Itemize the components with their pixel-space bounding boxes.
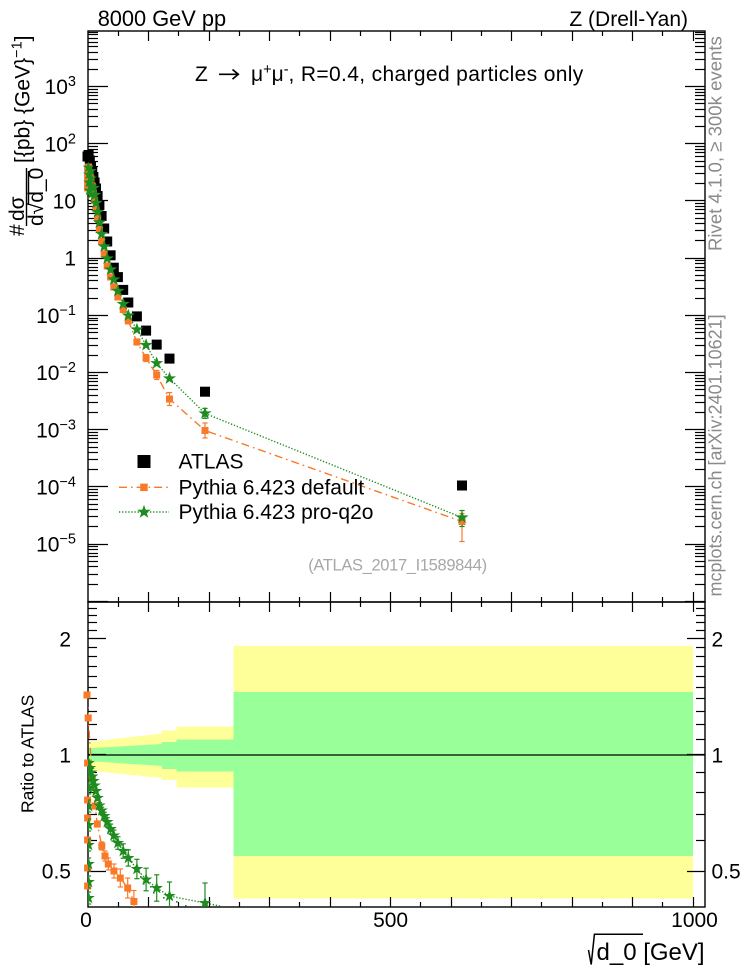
svg-text:d√d_0: d√d_0	[25, 168, 48, 226]
svg-text:2: 2	[59, 628, 71, 651]
svg-text:Pythia 6.423 pro-q2o: Pythia 6.423 pro-q2o	[179, 501, 374, 524]
svg-text:mcplots.cern.ch [arXiv:2401.10: mcplots.cern.ch [arXiv:2401.10621]	[706, 314, 726, 596]
svg-text:μ+μ-, R=0.4, charged particles: μ+μ-, R=0.4, charged particles only	[251, 62, 584, 86]
svg-text:1000: 1000	[671, 909, 718, 932]
svg-text:Ratio to ATLAS: Ratio to ATLAS	[18, 695, 38, 813]
svg-text:0.5: 0.5	[42, 861, 71, 884]
svg-text:10−4: 10−4	[36, 475, 76, 500]
svg-text:Z: Z	[195, 63, 208, 86]
svg-text:2: 2	[712, 628, 724, 651]
svg-text:[{pb} {GeV}−1]: [{pb} {GeV}−1]	[10, 36, 35, 164]
svg-text:Rivet 4.1.0, ≥ 300k events: Rivet 4.1.0, ≥ 300k events	[705, 36, 726, 251]
svg-text:(ATLAS_2017_I1589844): (ATLAS_2017_I1589844)	[308, 557, 487, 575]
svg-text:10: 10	[53, 191, 76, 214]
svg-text:dσ: dσ	[6, 196, 29, 221]
svg-text:1: 1	[59, 745, 71, 768]
svg-text:500: 500	[373, 909, 408, 932]
svg-text:8000 GeV pp: 8000 GeV pp	[98, 6, 226, 31]
svg-text:ATLAS: ATLAS	[179, 451, 244, 474]
svg-text:1: 1	[712, 745, 724, 768]
svg-text:Z (Drell-Yan): Z (Drell-Yan)	[569, 8, 688, 31]
svg-text:0.5: 0.5	[712, 861, 741, 884]
svg-text:#: #	[6, 224, 29, 236]
svg-text:1: 1	[64, 248, 76, 271]
svg-text:0: 0	[80, 909, 92, 932]
svg-text:Pythia 6.423 default: Pythia 6.423 default	[179, 476, 365, 499]
svg-text:d_0 [GeV]: d_0 [GeV]	[597, 939, 705, 966]
